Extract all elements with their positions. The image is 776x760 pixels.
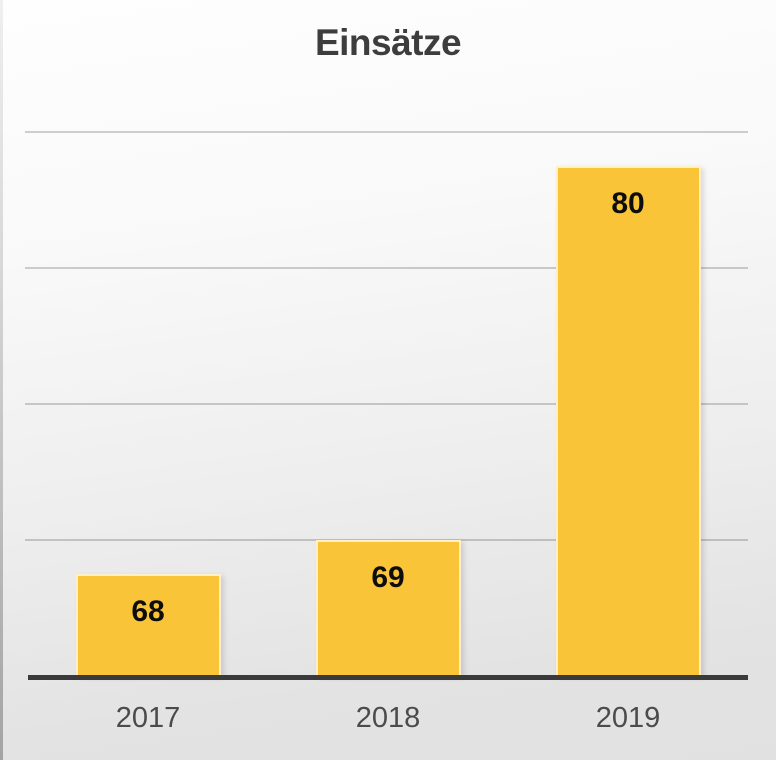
chart-title: Einsätze bbox=[314, 22, 462, 63]
slide-left-edge-shading bbox=[0, 0, 3, 760]
x-axis-line bbox=[28, 675, 748, 680]
x-tick-label-2017: 2017 bbox=[115, 702, 181, 734]
bar-value-label-2019: 80 bbox=[611, 187, 645, 220]
bar-2018: 69 bbox=[315, 540, 461, 676]
bar-2019: 80 bbox=[555, 166, 701, 676]
bar-2017: 68 bbox=[75, 574, 221, 676]
gridline bbox=[25, 267, 748, 269]
bar-value-label-2018: 69 bbox=[371, 561, 405, 594]
bar-value-label-2017: 68 bbox=[131, 595, 165, 628]
x-tick-label-2019: 2019 bbox=[595, 702, 661, 734]
x-tick-label-2018: 2018 bbox=[355, 702, 421, 734]
gridline bbox=[25, 403, 748, 405]
gridline bbox=[25, 131, 748, 133]
